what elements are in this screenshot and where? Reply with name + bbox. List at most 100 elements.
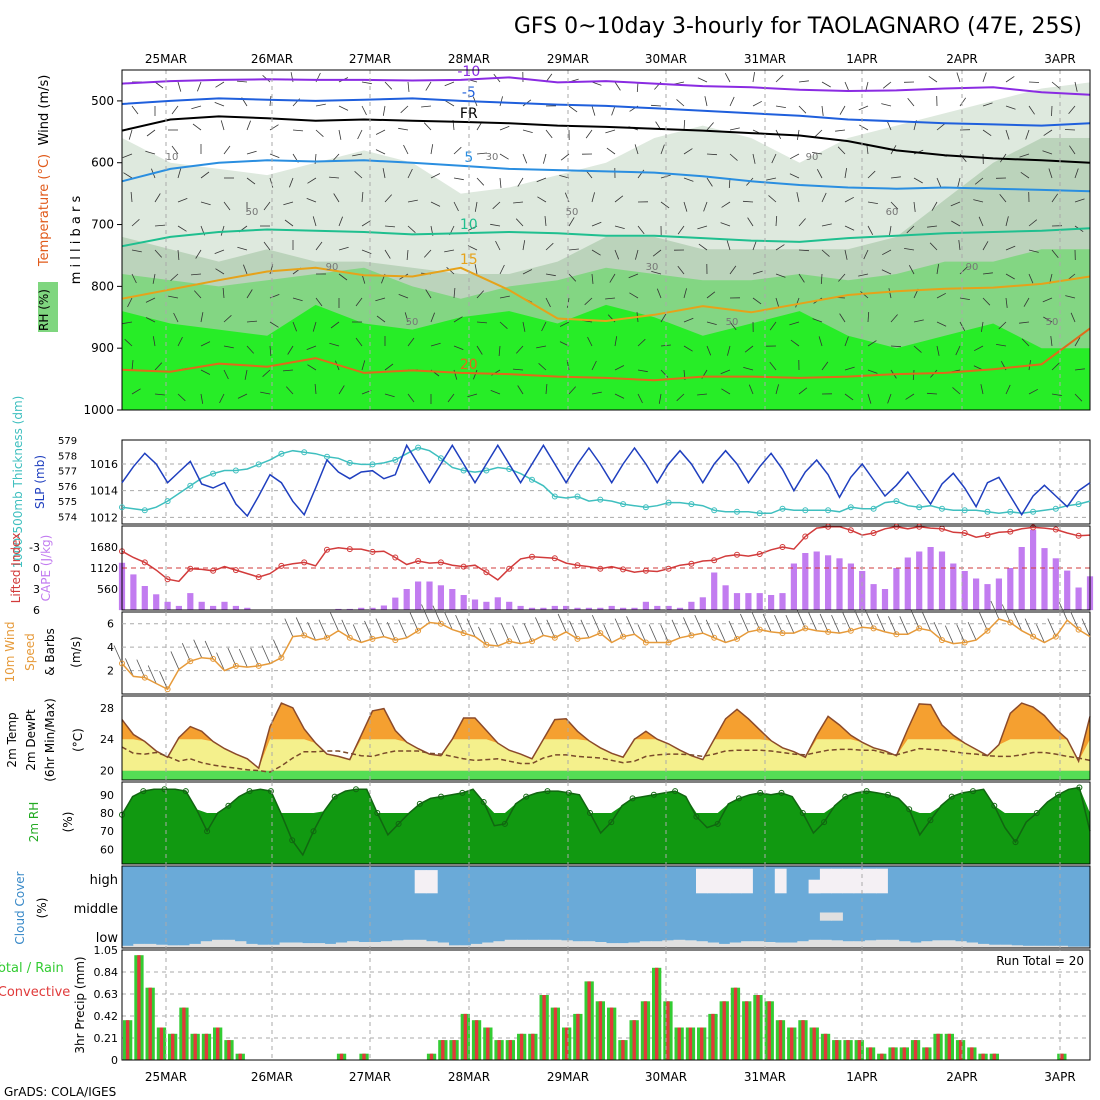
wind-barb bbox=[844, 366, 855, 371]
cape-bar bbox=[369, 607, 376, 611]
cloud-high bbox=[842, 868, 855, 894]
wind-barb bbox=[705, 619, 715, 638]
run-total-box bbox=[966, 951, 1088, 969]
rh2m-line-point bbox=[863, 788, 870, 795]
precip-tick-label: 0.63 bbox=[94, 988, 119, 1001]
wind-barb bbox=[982, 241, 989, 251]
wind-barb bbox=[683, 345, 693, 352]
precip-convective-bar bbox=[609, 1007, 614, 1060]
isotherm--10 bbox=[121, 76, 1091, 96]
thickness-line-point bbox=[1075, 501, 1082, 508]
cape-bar bbox=[141, 586, 148, 610]
wind-barb bbox=[890, 176, 901, 179]
thickness-line-point bbox=[483, 467, 490, 474]
precip-total-legend: Total / Rain bbox=[0, 961, 64, 976]
wind-barb bbox=[614, 365, 625, 371]
wind-barb bbox=[982, 297, 991, 306]
precip-convective-bar bbox=[812, 1027, 816, 1060]
isotherm-15 bbox=[121, 266, 1091, 323]
wind-barb bbox=[352, 624, 362, 643]
wind-barb bbox=[177, 225, 187, 232]
wind-barb bbox=[444, 249, 455, 253]
cloud-high bbox=[707, 868, 720, 894]
thickness-line-point bbox=[301, 449, 308, 456]
wind-barb bbox=[499, 177, 502, 188]
wind-barb bbox=[177, 393, 186, 402]
wind-barb bbox=[498, 345, 501, 357]
rh2m-line-point bbox=[225, 802, 232, 809]
rh-contour-label: 90 bbox=[326, 262, 339, 273]
cloud-low bbox=[921, 941, 933, 948]
wind-barb bbox=[683, 317, 694, 323]
cloud-low bbox=[808, 939, 821, 948]
cape-bar bbox=[802, 553, 809, 610]
cloud-high bbox=[864, 868, 877, 894]
wind-barb bbox=[512, 625, 521, 644]
wind-barb bbox=[819, 613, 829, 633]
wind-barb bbox=[789, 321, 800, 326]
wind-barb bbox=[955, 345, 961, 356]
wind-barb bbox=[177, 198, 188, 203]
wind-barb bbox=[1050, 336, 1053, 347]
wind-barb bbox=[292, 297, 303, 302]
wind-barb bbox=[677, 225, 685, 235]
wind-barb bbox=[910, 610, 920, 629]
cape-bar bbox=[699, 597, 706, 611]
cloud-low bbox=[561, 940, 573, 948]
cape-tick-label: 1120 bbox=[90, 562, 118, 575]
wind-barb bbox=[886, 120, 892, 131]
cloud-low bbox=[527, 939, 539, 948]
wind-barb bbox=[944, 625, 954, 644]
cape-axis-label: CAPE (J/kg) bbox=[39, 535, 53, 602]
wind-barb bbox=[762, 613, 772, 633]
wind-barb bbox=[444, 81, 455, 87]
temp-band-area bbox=[122, 739, 1090, 771]
cloud-low bbox=[268, 944, 281, 948]
cloud-low bbox=[662, 940, 675, 948]
wind-barb bbox=[660, 624, 669, 643]
wind-barb bbox=[181, 643, 191, 662]
wind-barb bbox=[858, 273, 869, 277]
wind-barb bbox=[605, 129, 616, 134]
wind-barb bbox=[752, 153, 756, 164]
wind-barb bbox=[515, 218, 524, 227]
precip-tick-label: 0.42 bbox=[94, 1010, 119, 1023]
wind-speed-line-point bbox=[301, 632, 308, 639]
wind-barb bbox=[591, 614, 601, 634]
wind-barb bbox=[522, 129, 533, 133]
rh2m-line-point bbox=[289, 837, 296, 844]
wind-barb bbox=[522, 240, 526, 251]
cloud-low bbox=[943, 940, 956, 948]
wind-barb bbox=[544, 216, 547, 227]
wind-barb bbox=[269, 153, 280, 158]
wind-barb bbox=[409, 612, 419, 631]
wind-barb bbox=[974, 177, 984, 185]
wind-speed-line-point bbox=[255, 662, 262, 669]
rh-contour-label: 60 bbox=[886, 207, 899, 218]
wind-barb bbox=[844, 196, 854, 203]
lifted-index-line-point bbox=[232, 567, 239, 574]
wind-barb bbox=[1028, 249, 1039, 253]
wind-speed-line-point bbox=[1052, 633, 1059, 640]
wind-barb bbox=[726, 240, 731, 251]
wind-barb bbox=[545, 129, 553, 139]
wind-barb bbox=[223, 145, 231, 155]
cloud-low bbox=[504, 939, 517, 948]
rh-contour-label: 50 bbox=[246, 207, 259, 218]
cloud-axis-label: Cloud Cover bbox=[13, 871, 27, 944]
wind-barb bbox=[867, 170, 876, 179]
wind-barb bbox=[499, 321, 508, 329]
cloud-low bbox=[448, 945, 461, 948]
rh2m-line-point bbox=[246, 788, 253, 795]
wind-barb bbox=[537, 196, 547, 203]
wind-speed-line-point bbox=[187, 658, 194, 665]
wind-barb bbox=[220, 225, 225, 236]
wind-barb bbox=[195, 249, 202, 259]
wind-barb bbox=[282, 369, 294, 372]
rh2m-axis-label: 2m RH bbox=[27, 802, 41, 843]
wind-barb bbox=[742, 200, 754, 203]
wind-barb bbox=[798, 249, 810, 252]
rh2m-line-point bbox=[1076, 784, 1083, 791]
wind-barb bbox=[1074, 337, 1081, 347]
wind-barb bbox=[545, 242, 554, 251]
